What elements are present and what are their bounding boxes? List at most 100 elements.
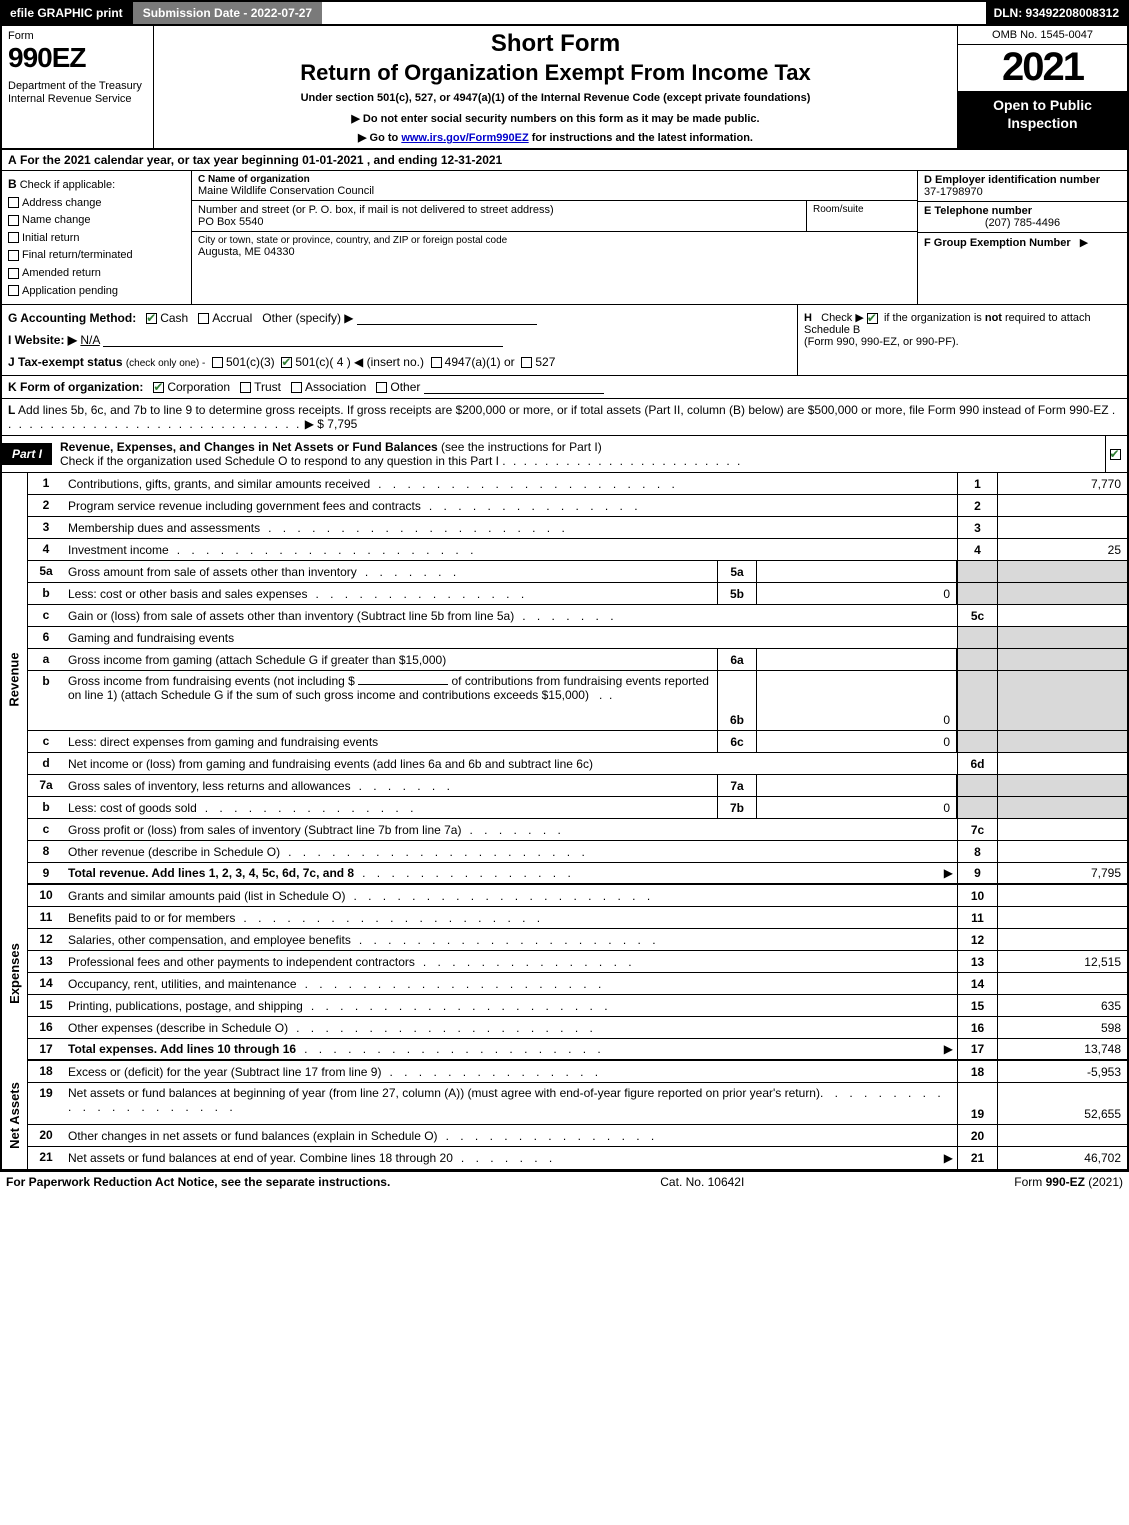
efile-label: efile GRAPHIC print	[2, 2, 131, 24]
line-7a-mval	[757, 775, 957, 796]
line-4: 4 Investment income. . . . . . . . . . .…	[28, 539, 1127, 561]
checkbox-cash[interactable]	[146, 313, 157, 324]
line-10-text: Grants and similar amounts paid (list in…	[68, 889, 345, 903]
opt-address-change: Address change	[22, 197, 102, 209]
line-8-dots: . . . . . . . . . . . . . . . . . . . . …	[280, 845, 953, 859]
checkbox-501c[interactable]	[281, 357, 292, 368]
dept-label: Department of the Treasury Internal Reve…	[8, 80, 147, 106]
line-6-num: 6	[28, 627, 64, 648]
line-6-rgrey	[957, 627, 997, 648]
part1-title: Revenue, Expenses, and Changes in Net As…	[60, 440, 438, 454]
line-7c-desc: Gross profit or (loss) from sales of inv…	[64, 819, 957, 840]
checkbox-assoc[interactable]	[291, 382, 302, 393]
checkbox-corp[interactable]	[153, 382, 164, 393]
line-14-desc: Occupancy, rent, utilities, and maintena…	[64, 973, 957, 994]
checkbox-final-return[interactable]	[8, 250, 19, 261]
line-9-text: Total revenue. Add lines 1, 2, 3, 4, 5c,…	[68, 866, 354, 880]
part1-dots: . . . . . . . . . . . . . . . . . . . . …	[502, 454, 742, 468]
line-21-desc: Net assets or fund balances at end of ye…	[64, 1147, 957, 1169]
checkbox-trust[interactable]	[240, 382, 251, 393]
bcd-block: B Check if applicable: Address change Na…	[0, 171, 1129, 305]
l-row: L Add lines 5b, 6c, and 7b to line 9 to …	[0, 399, 1129, 436]
line-13-num: 13	[28, 951, 64, 972]
j-sub: (check only one) -	[126, 358, 205, 369]
line-3-dots: . . . . . . . . . . . . . . . . . . . . …	[260, 521, 953, 535]
line-4-dots: . . . . . . . . . . . . . . . . . . . . …	[169, 543, 953, 557]
line-5b-num: b	[28, 583, 64, 604]
checkbox-h[interactable]	[867, 313, 878, 324]
g-other-blank[interactable]	[357, 324, 537, 325]
checkbox-amended-return[interactable]	[8, 268, 19, 279]
line-16-rnum: 16	[957, 1017, 997, 1038]
line-12-rval	[997, 929, 1127, 950]
line-8-text: Other revenue (describe in Schedule O)	[68, 845, 280, 859]
dln-label: DLN: 93492208008312	[986, 2, 1127, 24]
line-12-dots: . . . . . . . . . . . . . . . . . . . . …	[351, 933, 953, 947]
line-3-desc: Membership dues and assessments. . . . .…	[64, 517, 957, 538]
checkbox-initial-return[interactable]	[8, 232, 19, 243]
checkbox-accrual[interactable]	[198, 313, 209, 324]
line-7b-num: b	[28, 797, 64, 818]
line-16: 16 Other expenses (describe in Schedule …	[28, 1017, 1127, 1039]
line-7c-rval	[997, 819, 1127, 840]
line-5a-mval	[757, 561, 957, 582]
line-2-rval	[997, 495, 1127, 516]
line-21-rnum: 21	[957, 1147, 997, 1169]
line-9: 9 Total revenue. Add lines 1, 2, 3, 4, 5…	[28, 863, 1127, 885]
checkbox-527[interactable]	[521, 357, 532, 368]
line-6b-blank[interactable]	[358, 684, 448, 685]
line-6a-rgrey	[957, 649, 997, 670]
irs-link[interactable]: www.irs.gov/Form990EZ	[401, 132, 528, 144]
checkbox-name-change[interactable]	[8, 215, 19, 226]
checkbox-other-org[interactable]	[376, 382, 387, 393]
checkbox-4947[interactable]	[431, 357, 442, 368]
line-12-desc: Salaries, other compensation, and employ…	[64, 929, 957, 950]
g-line: G Accounting Method: Cash Accrual Other …	[8, 311, 791, 325]
line-14: 14 Occupancy, rent, utilities, and maint…	[28, 973, 1127, 995]
b-checkif: Check if applicable:	[20, 179, 115, 191]
line-6c-mval: 0	[757, 731, 957, 752]
line-7a: 7a Gross sales of inventory, less return…	[28, 775, 1127, 797]
line-6-text: Gaming and fundraising events	[68, 631, 234, 645]
h-text3: (Form 990, 990-EZ, or 990-PF).	[804, 336, 959, 348]
line-5a-text: Gross amount from sale of assets other t…	[68, 565, 357, 579]
line-7c-rnum: 7c	[957, 819, 997, 840]
expenses-body: 10 Grants and similar amounts paid (list…	[28, 885, 1127, 1061]
line-11-dots: . . . . . . . . . . . . . . . . . . . . …	[235, 911, 953, 925]
checkbox-501c3[interactable]	[212, 357, 223, 368]
line-6c-rgrey	[957, 731, 997, 752]
line-15-dots: . . . . . . . . . . . . . . . . . . . . …	[303, 999, 953, 1013]
opt-initial-return: Initial return	[22, 232, 79, 244]
h-pre: Check ▶	[821, 312, 867, 324]
line-15: 15 Printing, publications, postage, and …	[28, 995, 1127, 1017]
f-label: F Group Exemption Number	[924, 237, 1071, 249]
d-ein-row: D Employer identification number 37-1798…	[918, 171, 1127, 202]
line-15-rnum: 15	[957, 995, 997, 1016]
line-12-rnum: 12	[957, 929, 997, 950]
checkbox-part1-scho[interactable]	[1110, 449, 1121, 460]
line-16-text: Other expenses (describe in Schedule O)	[68, 1021, 288, 1035]
c-street-row: Number and street (or P. O. box, if mail…	[192, 201, 917, 232]
line-19-num: 19	[28, 1083, 64, 1124]
j-line: J Tax-exempt status (check only one) - 5…	[8, 355, 791, 369]
line-5c-rnum: 5c	[957, 605, 997, 626]
line-15-desc: Printing, publications, postage, and shi…	[64, 995, 957, 1016]
line-4-num: 4	[28, 539, 64, 560]
line-6c: c Less: direct expenses from gaming and …	[28, 731, 1127, 753]
opt-amended-return: Amended return	[22, 267, 101, 279]
line-7b-mnum: 7b	[717, 797, 757, 818]
line-17-rnum: 17	[957, 1039, 997, 1059]
checkbox-address-change[interactable]	[8, 197, 19, 208]
line-1-num: 1	[28, 473, 64, 494]
line-20-dots: . . . . . . . . . . . . . . .	[438, 1129, 953, 1143]
line-6b-mnum: 6b	[717, 671, 757, 730]
line-17-dots: . . . . . . . . . . . . . . . . . . . . …	[296, 1042, 944, 1056]
line-2: 2 Program service revenue including gove…	[28, 495, 1127, 517]
opt-name-change: Name change	[22, 214, 91, 226]
i-line: I Website: ▶ N/A	[8, 333, 791, 347]
k-other-blank[interactable]	[424, 393, 604, 394]
footer-center: Cat. No. 10642I	[390, 1175, 1014, 1189]
line-12-num: 12	[28, 929, 64, 950]
line-14-rval	[997, 973, 1127, 994]
checkbox-application-pending[interactable]	[8, 285, 19, 296]
